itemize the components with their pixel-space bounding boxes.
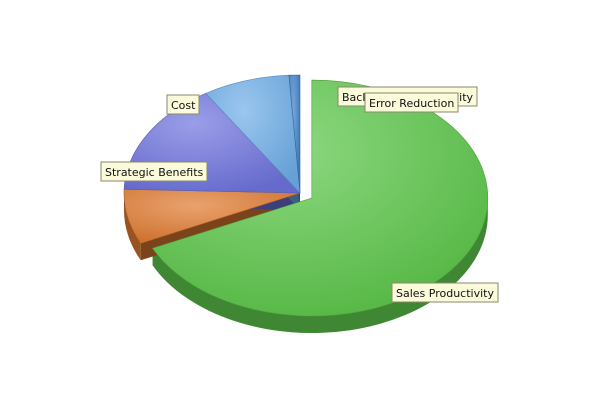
- label-sales-productivity: Sales Productivity: [391, 282, 499, 303]
- pie-labels: Sales Productivity Strategic Benefits Cost…: [100, 86, 499, 303]
- slice-label: Sales Productivity: [396, 287, 494, 300]
- slice-side-strategic-benefits: [124, 193, 141, 261]
- label-box: [391, 282, 499, 303]
- slice-error-reduction: [288, 74, 301, 194]
- label-box: [364, 92, 459, 113]
- slice-back-office-productivity: [205, 74, 301, 194]
- pie-slices: [123, 74, 489, 317]
- label-error-reduction: Error Reduction: [364, 92, 459, 113]
- label-strategic-benefits: Strategic Benefits: [100, 161, 208, 182]
- label-box: [100, 161, 208, 182]
- slice-label: Strategic Benefits: [105, 166, 204, 179]
- label-box: [166, 94, 200, 115]
- slice-label: Cost: [171, 99, 196, 112]
- label-cost: Cost: [166, 94, 200, 115]
- slice-label: Error Reduction: [369, 97, 454, 110]
